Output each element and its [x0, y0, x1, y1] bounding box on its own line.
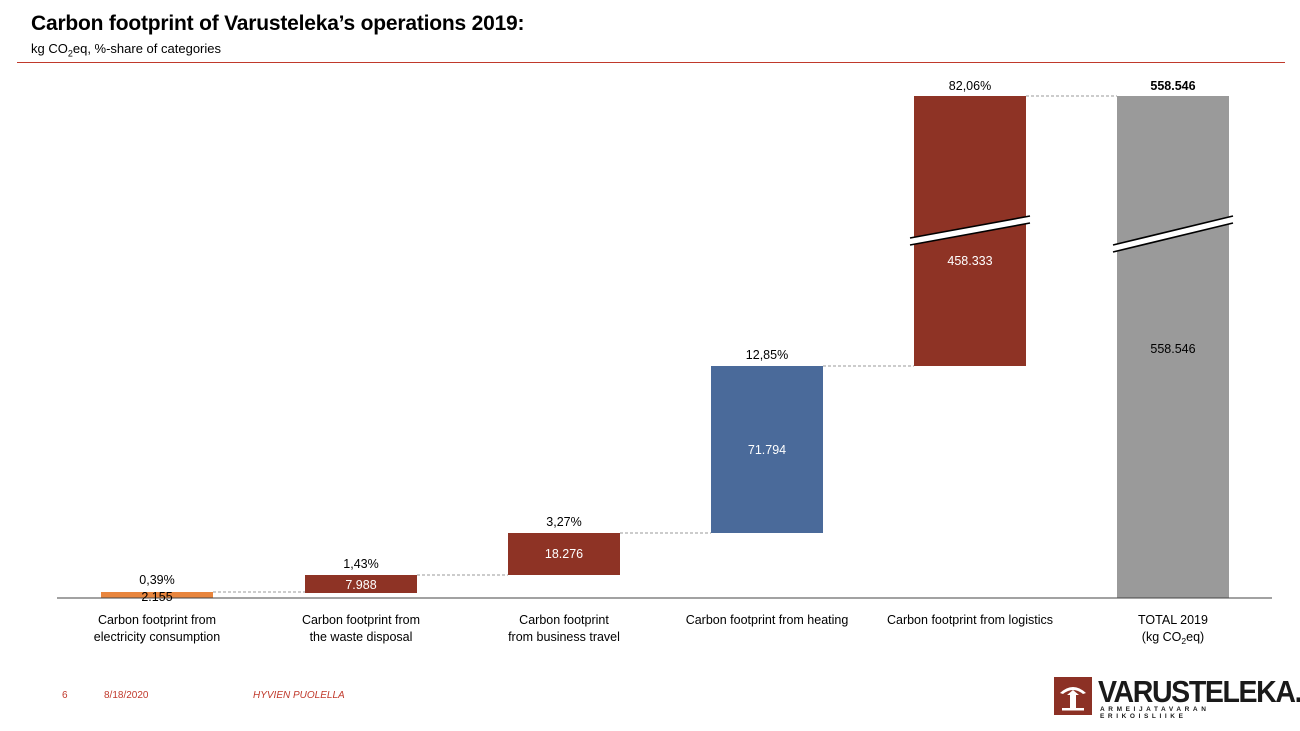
chart-title: Carbon footprint of Varusteleka’s operat…	[31, 12, 525, 35]
bar-waste	[305, 575, 417, 593]
category-label: Carbon footprint	[519, 613, 609, 627]
total-value-label: 558.546	[1150, 79, 1195, 93]
value-label: 558.546	[1150, 342, 1195, 356]
logo-emblem-icon	[1054, 677, 1092, 715]
title-divider	[17, 62, 1285, 63]
axis-break-mark	[909, 222, 1031, 246]
bar-travel	[508, 533, 620, 575]
category-label: from business travel	[508, 630, 620, 644]
page-number: 6	[62, 690, 68, 701]
logo-tagline: ARMEIJATAVARAN ERIKOISLIIKE	[1100, 706, 1210, 720]
category-label: Carbon footprint from heating	[686, 613, 849, 627]
value-label: 2.155	[141, 590, 172, 604]
footer-date: 8/18/2020	[104, 690, 149, 701]
percent-label: 82,06%	[949, 79, 991, 93]
value-label: 7.988	[345, 578, 376, 592]
footer-tagline: HYVIEN PUOLELLA	[253, 690, 345, 701]
bar-heating	[711, 366, 823, 533]
varusteleka-logo: VARUSTELEKA.FI ARMEIJATAVARAN ERIKOISLII…	[1054, 674, 1300, 720]
axis-break-mark	[909, 215, 1031, 239]
axis-break-gap	[910, 216, 1030, 245]
value-label: 458.333	[947, 254, 992, 268]
bar-total	[1117, 96, 1229, 598]
percent-label: 12,85%	[746, 348, 788, 362]
percent-label: 3,27%	[546, 515, 581, 529]
value-label: 71.794	[748, 443, 786, 457]
logo-wordmark: VARUSTELEKA.FI	[1098, 674, 1300, 709]
category-label: Carbon footprint from logistics	[887, 613, 1053, 627]
percent-label: 0,39%	[139, 573, 174, 587]
category-label: TOTAL 2019	[1138, 613, 1208, 627]
value-label: 18.276	[545, 547, 583, 561]
axis-break-mark	[1112, 215, 1234, 246]
category-label-unit: (kg CO2eq)	[1142, 630, 1204, 646]
category-label: Carbon footprint from	[98, 613, 216, 627]
bar-electricity	[101, 592, 213, 598]
category-label: the waste disposal	[310, 630, 413, 644]
category-label: Carbon footprint from	[302, 613, 420, 627]
axis-break-gap	[1113, 216, 1233, 252]
category-label: electricity consumption	[94, 630, 220, 644]
chart-subtitle: kg CO2eq, %-share of categories	[31, 41, 221, 59]
axis-break-mark	[1112, 222, 1234, 253]
percent-label: 1,43%	[343, 557, 378, 571]
